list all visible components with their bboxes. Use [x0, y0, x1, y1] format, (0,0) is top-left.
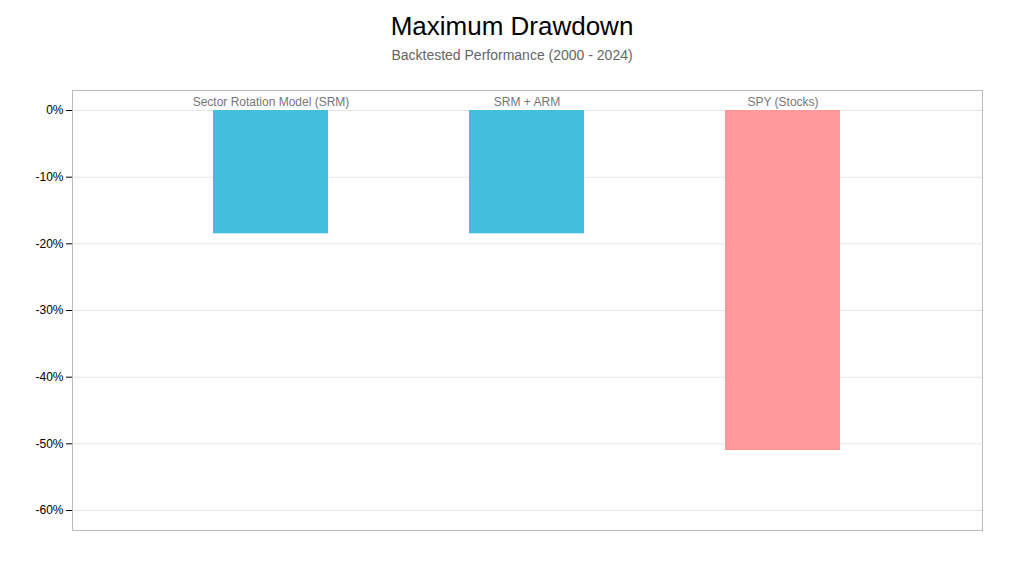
html-text:Backtested Performance (2000 -: Backtested Performance (2000 - 2024)	[391, 47, 633, 63]
svg-text:-10%: -10%	[35, 170, 63, 184]
html-text:Maximum Drawdown: Maximum Drawdown	[390, 11, 634, 41]
svg-text:-60%: -60%	[35, 503, 63, 517]
svg-text:-50%: -50%	[35, 437, 63, 451]
svg-text:-30%: -30%	[35, 303, 63, 317]
svg-text:Sector Rotation Model (SRM): Sector Rotation Model (SRM)	[193, 95, 350, 109]
svg-text:0%: 0%	[46, 103, 64, 117]
svg-text:SPY (Stocks): SPY (Stocks)	[747, 95, 818, 109]
svg-text:SRM + ARM: SRM + ARM	[494, 95, 560, 109]
svg-text:-40%: -40%	[35, 370, 63, 384]
svg-text:-20%: -20%	[35, 237, 63, 251]
